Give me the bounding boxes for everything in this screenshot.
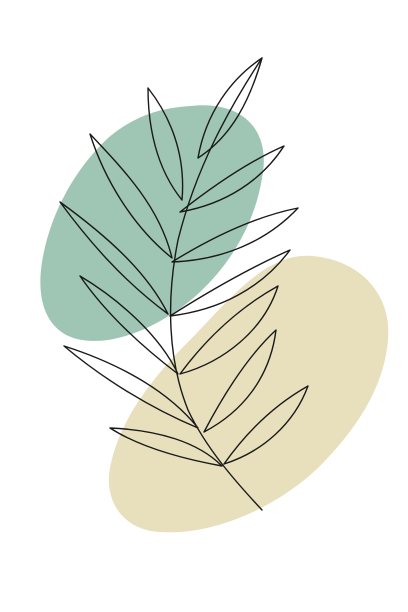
fern-leaflet-top	[197, 57, 263, 159]
fern-leaflet-left-5	[63, 345, 199, 429]
fern-leaflet-right-1	[179, 145, 285, 213]
fern-leaflet-right-4	[179, 285, 279, 375]
fern-stem	[169, 57, 263, 511]
fern-leaflet-left-1	[147, 87, 184, 201]
fern-leaflet-left-3	[59, 201, 169, 315]
fern-leaflet-left-4	[79, 275, 179, 375]
sand-blob	[108, 255, 389, 533]
fern-leaflet-left-6	[109, 427, 223, 467]
fern-leaflet-right-5	[203, 329, 277, 433]
fern-leaflet-left-2	[89, 133, 173, 259]
fern-leaf-icon	[59, 57, 309, 511]
green-blob	[40, 105, 264, 341]
fern-leaflet-right-6	[223, 385, 309, 465]
fern-leaflet-right-2	[171, 207, 299, 263]
fern-leaflet-right-3	[169, 249, 291, 317]
